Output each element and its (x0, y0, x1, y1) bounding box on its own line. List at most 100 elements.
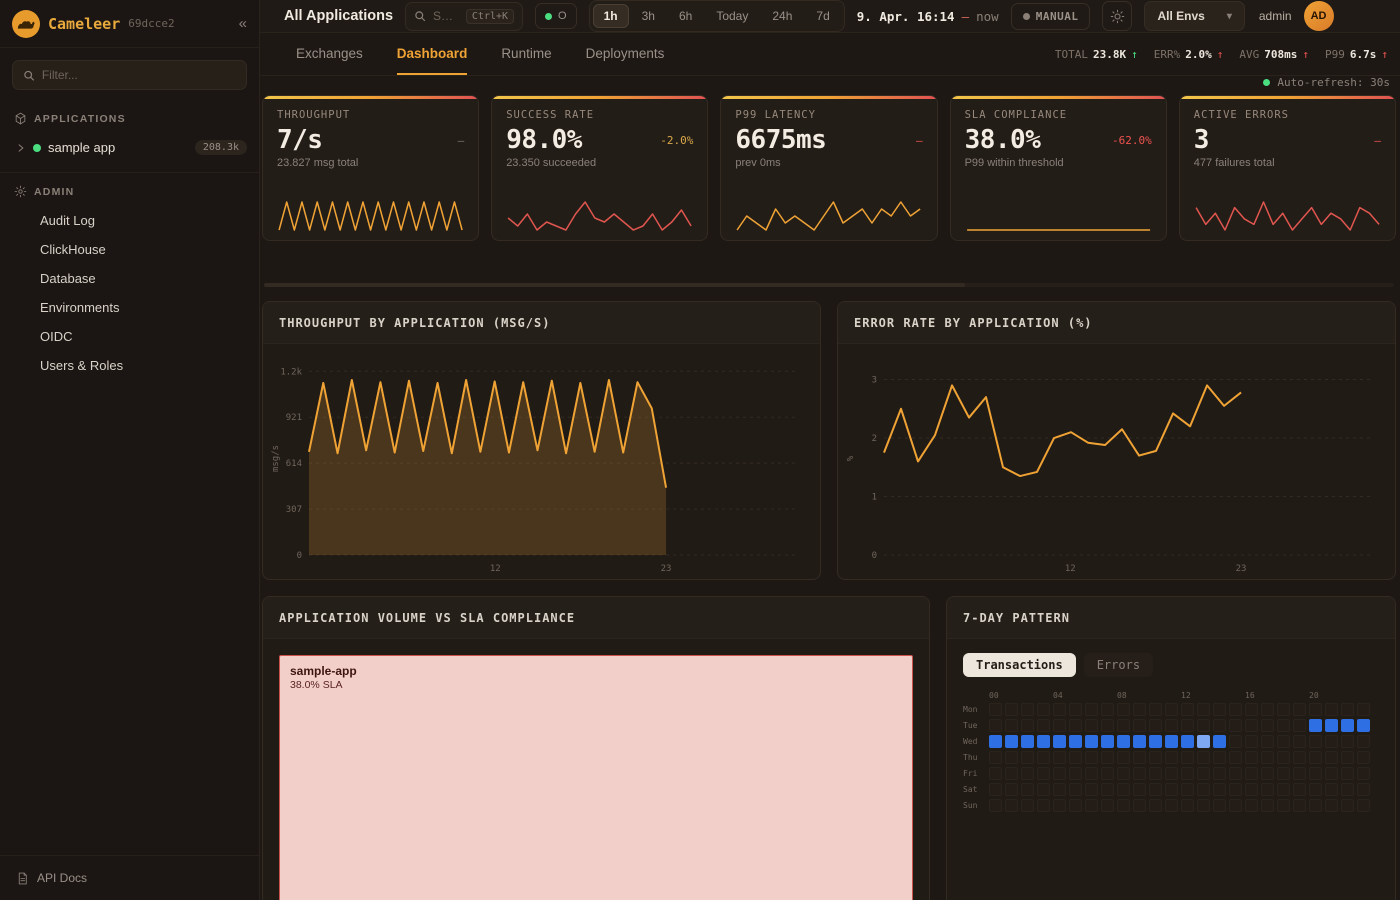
heatmap-cell[interactable] (1181, 767, 1194, 780)
heatmap-cell[interactable] (1213, 719, 1226, 732)
tab-dashboard[interactable]: Dashboard (396, 33, 468, 75)
heatmap-cell[interactable] (1005, 751, 1018, 764)
heatmap-cell[interactable] (1261, 799, 1274, 812)
heatmap-cell[interactable] (1197, 703, 1210, 716)
sidebar-item-environments[interactable]: Environments (40, 300, 120, 315)
heatmap-cell[interactable] (1309, 703, 1322, 716)
heatmap-cell[interactable] (1357, 783, 1370, 796)
treemap-node[interactable]: sample-app 38.0% SLA (279, 655, 913, 900)
heatmap-cell[interactable] (1085, 735, 1098, 748)
heatmap-cell[interactable] (1325, 767, 1338, 780)
tab-exchanges[interactable]: Exchanges (296, 33, 363, 75)
heatmap-cell[interactable] (1229, 799, 1242, 812)
heatmap-cell[interactable] (989, 719, 1002, 732)
heatmap-cell[interactable] (1229, 703, 1242, 716)
heatmap-cell[interactable] (1133, 735, 1146, 748)
kpi-scrollbar-thumb[interactable] (264, 283, 965, 287)
heatmap-cell[interactable] (1037, 767, 1050, 780)
heatmap-cell[interactable] (1021, 799, 1034, 812)
heatmap-cell[interactable] (1229, 767, 1242, 780)
heatmap-cell[interactable] (1261, 751, 1274, 764)
heatmap-cell[interactable] (1277, 751, 1290, 764)
heatmap-cell[interactable] (1053, 799, 1066, 812)
heatmap-cell[interactable] (1357, 703, 1370, 716)
heatmap-cell[interactable] (1037, 799, 1050, 812)
range-button-today[interactable]: Today (705, 4, 759, 28)
sidebar-item-database[interactable]: Database (40, 271, 96, 286)
heatmap-cell[interactable] (1037, 735, 1050, 748)
heatmap-cell[interactable] (1181, 799, 1194, 812)
heatmap-cell[interactable] (1341, 719, 1354, 732)
heatmap-cell[interactable] (989, 703, 1002, 716)
heatmap-cell[interactable] (1117, 703, 1130, 716)
heatmap-cell[interactable] (1357, 719, 1370, 732)
heatmap-cell[interactable] (1149, 735, 1162, 748)
heatmap-cell[interactable] (1261, 735, 1274, 748)
heatmap-cell[interactable] (1293, 783, 1306, 796)
heatmap-cell[interactable] (1213, 767, 1226, 780)
heatmap-cell[interactable] (1069, 735, 1082, 748)
heatmap-cell[interactable] (1213, 703, 1226, 716)
heatmap-cell[interactable] (1181, 703, 1194, 716)
heatmap-cell[interactable] (1245, 735, 1258, 748)
global-search[interactable]: S… Ctrl+K (405, 1, 524, 31)
tab-errors[interactable]: Errors (1083, 653, 1154, 677)
heatmap-cell[interactable] (1245, 767, 1258, 780)
heatmap-cell[interactable] (1037, 751, 1050, 764)
heatmap-cell[interactable] (989, 767, 1002, 780)
heatmap-cell[interactable] (1133, 799, 1146, 812)
heatmap-cell[interactable] (1309, 719, 1322, 732)
heatmap-cell[interactable] (1229, 751, 1242, 764)
heatmap-cell[interactable] (989, 783, 1002, 796)
heatmap-cell[interactable] (1277, 719, 1290, 732)
heatmap-cell[interactable] (1261, 703, 1274, 716)
heatmap-cell[interactable] (1117, 751, 1130, 764)
heatmap-cell[interactable] (1245, 751, 1258, 764)
heatmap-cell[interactable] (1197, 799, 1210, 812)
sidebar-item-api-docs[interactable]: API Docs (0, 855, 259, 900)
heatmap-cell[interactable] (1069, 751, 1082, 764)
range-button-1h[interactable]: 1h (592, 4, 629, 28)
heatmap-cell[interactable] (1165, 735, 1178, 748)
sidebar-item-audit-log[interactable]: Audit Log (40, 213, 95, 228)
heatmap-cell[interactable] (1341, 767, 1354, 780)
sidebar-item-users-roles[interactable]: Users & Roles (40, 358, 124, 373)
heatmap-cell[interactable] (1277, 735, 1290, 748)
heatmap-cell[interactable] (1309, 735, 1322, 748)
heatmap-cell[interactable] (1309, 783, 1322, 796)
sidebar-item-oidc[interactable]: OIDC (40, 329, 73, 344)
filter-input[interactable] (41, 68, 236, 82)
heatmap-cell[interactable] (1197, 735, 1210, 748)
heatmap-cell[interactable] (1325, 751, 1338, 764)
heatmap-cell[interactable] (1021, 767, 1034, 780)
heatmap-cell[interactable] (1309, 799, 1322, 812)
heatmap-cell[interactable] (1005, 703, 1018, 716)
heatmap-cell[interactable] (1165, 719, 1178, 732)
heatmap-cell[interactable] (1277, 703, 1290, 716)
heatmap-cell[interactable] (1197, 751, 1210, 764)
heatmap-cell[interactable] (1149, 703, 1162, 716)
heatmap-cell[interactable] (1117, 783, 1130, 796)
heatmap-cell[interactable] (1357, 799, 1370, 812)
heatmap-cell[interactable] (1293, 751, 1306, 764)
heatmap-cell[interactable] (1101, 767, 1114, 780)
heatmap-cell[interactable] (1069, 719, 1082, 732)
range-button-7d[interactable]: 7d (805, 4, 840, 28)
heatmap-cell[interactable] (1085, 751, 1098, 764)
heatmap-cell[interactable] (1325, 719, 1338, 732)
heatmap-cell[interactable] (1293, 719, 1306, 732)
heatmap-cell[interactable] (1309, 767, 1322, 780)
heatmap-cell[interactable] (1101, 799, 1114, 812)
heatmap-cell[interactable] (1085, 703, 1098, 716)
heatmap-cell[interactable] (1229, 735, 1242, 748)
heatmap-cell[interactable] (1085, 799, 1098, 812)
heatmap-cell[interactable] (1229, 719, 1242, 732)
heatmap-cell[interactable] (1181, 783, 1194, 796)
heatmap-cell[interactable] (1277, 767, 1290, 780)
heatmap-cell[interactable] (1277, 799, 1290, 812)
heatmap-cell[interactable] (1165, 783, 1178, 796)
heatmap-cell[interactable] (1197, 783, 1210, 796)
heatmap-cell[interactable] (1149, 719, 1162, 732)
heatmap-cell[interactable] (1293, 735, 1306, 748)
heatmap-cell[interactable] (1357, 767, 1370, 780)
